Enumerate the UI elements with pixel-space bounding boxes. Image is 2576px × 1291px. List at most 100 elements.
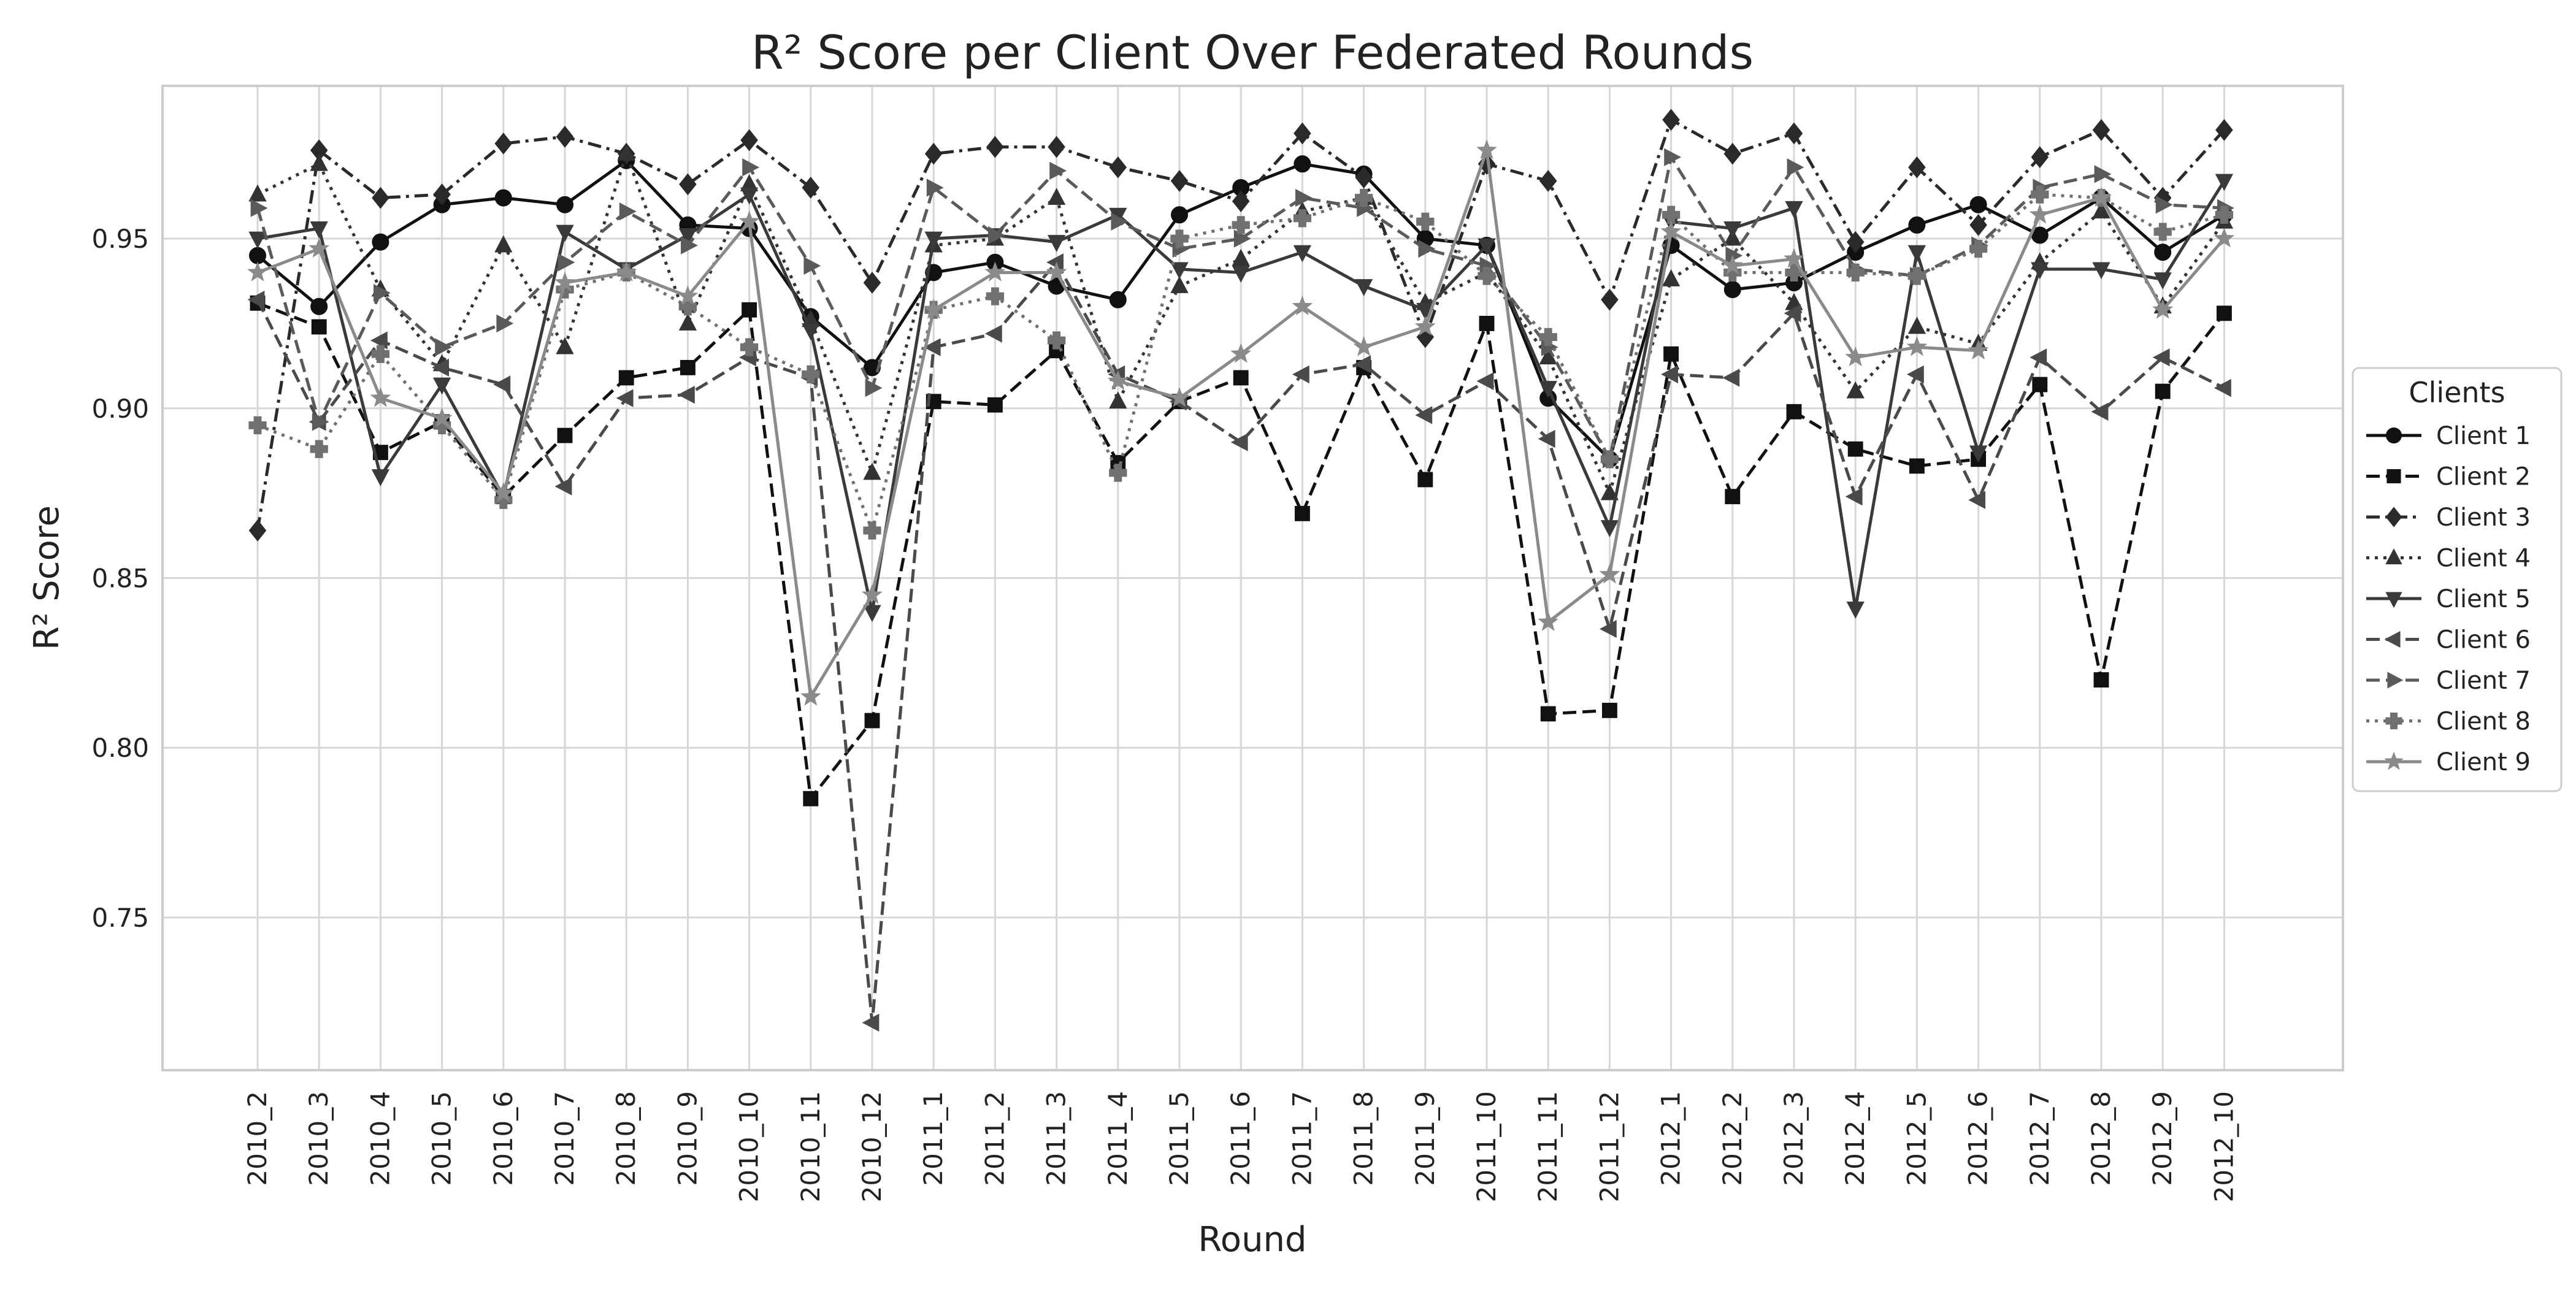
x-tick-label: 2010_6 — [488, 1091, 518, 1186]
data-point — [370, 387, 391, 407]
data-point — [1353, 336, 1374, 356]
data-point — [310, 221, 328, 239]
data-point — [2385, 592, 2402, 608]
data-point — [926, 178, 944, 197]
data-point — [617, 144, 635, 161]
data-point — [248, 416, 267, 435]
data-point — [863, 521, 881, 540]
series-line — [256, 261, 2225, 1024]
data-point — [2091, 186, 2112, 207]
data-point — [986, 136, 1004, 158]
x-tick-label: 2011_3 — [1041, 1091, 1071, 1186]
data-point — [556, 126, 574, 148]
data-point — [1539, 170, 1557, 192]
data-point — [248, 184, 267, 202]
data-point — [1845, 346, 1866, 367]
data-point — [1969, 445, 1988, 463]
x-tick-label: 2012_1 — [1656, 1091, 1686, 1186]
plot-frame — [161, 85, 2344, 1071]
series-client-6 — [247, 253, 2231, 1032]
data-point — [432, 377, 451, 395]
data-point — [1293, 245, 1312, 262]
x-tick-label: 2011_1 — [918, 1091, 948, 1186]
data-point — [1107, 370, 1129, 390]
series-line — [257, 193, 2225, 532]
data-point — [987, 397, 1003, 413]
data-point — [556, 224, 574, 242]
data-point — [802, 177, 820, 199]
data-point — [923, 299, 945, 319]
data-point — [1662, 269, 1681, 286]
data-point — [1968, 339, 1989, 360]
data-point — [494, 235, 513, 253]
legend: Clients Client 1 Client 2 Client 3 Client 4… — [2352, 367, 2563, 792]
data-point — [618, 370, 634, 386]
data-point — [1416, 212, 1435, 231]
data-point — [1478, 238, 1496, 256]
x-tick-label: 2010_10 — [734, 1091, 764, 1202]
data-point — [494, 189, 512, 207]
data-point — [1601, 702, 1617, 718]
data-point — [310, 153, 328, 171]
data-point — [2216, 305, 2232, 321]
data-point — [1906, 336, 1928, 356]
data-point — [679, 173, 697, 196]
x-tick-label: 2012_4 — [1840, 1091, 1870, 1186]
data-point — [1846, 231, 1865, 253]
data-point — [1600, 450, 1619, 469]
x-tick-label: 2012_3 — [1779, 1091, 1809, 1186]
data-point — [2215, 119, 2233, 141]
data-point — [1539, 328, 1557, 347]
data-point — [1109, 156, 1127, 178]
data-point — [1232, 190, 1250, 213]
data-point — [247, 291, 265, 309]
x-tick-label: 2010_11 — [795, 1091, 826, 1202]
data-point — [1233, 370, 1249, 386]
data-point — [1968, 491, 1985, 509]
data-point — [1230, 433, 1248, 451]
x-tick-label: 2012_7 — [2025, 1091, 2055, 1186]
x-tick-label: 2012_2 — [1717, 1091, 1747, 1186]
data-point — [2153, 223, 2172, 241]
data-point — [1232, 216, 1250, 234]
data-point — [371, 469, 390, 486]
data-point — [1047, 235, 1066, 253]
data-point — [493, 375, 511, 394]
data-point — [557, 427, 573, 443]
data-point — [558, 253, 575, 272]
legend-label: Client 4 — [2436, 545, 2531, 573]
data-point — [1722, 255, 1743, 275]
data-point — [1295, 188, 1313, 207]
x-tick-label: 2010_3 — [304, 1091, 334, 1186]
x-tick-label: 2012_10 — [2209, 1091, 2239, 1202]
data-point — [1170, 262, 1189, 280]
data-point — [1908, 216, 1926, 234]
data-point — [678, 297, 697, 316]
data-point — [738, 210, 760, 231]
legend-entry: Client 8 — [2366, 708, 2531, 736]
data-point — [1969, 214, 1987, 236]
tick-layer: 2010_2 2010_3 2010_4 2010_5 2010_6 2010_7 2010… — [91, 224, 2239, 1202]
legend-label: Client 3 — [2436, 504, 2531, 532]
data-point — [742, 158, 760, 177]
data-point — [740, 129, 758, 151]
x-axis-label: Round — [1198, 1220, 1306, 1260]
data-point — [1906, 365, 1924, 384]
data-point — [247, 261, 268, 282]
data-point — [1047, 331, 1066, 350]
data-point — [863, 272, 881, 294]
data-point — [1725, 489, 1741, 505]
data-point — [1846, 601, 1865, 619]
data-point — [2030, 348, 2047, 367]
data-point — [1109, 391, 1127, 409]
data-point — [1294, 122, 1311, 145]
data-point — [1049, 161, 1067, 180]
data-point — [1294, 155, 1311, 173]
data-point — [802, 365, 820, 384]
data-point — [2153, 272, 2172, 289]
data-point — [2214, 228, 2235, 248]
data-point — [250, 199, 268, 217]
data-point — [2031, 262, 2049, 280]
data-point — [680, 359, 696, 375]
data-point — [2385, 712, 2402, 730]
